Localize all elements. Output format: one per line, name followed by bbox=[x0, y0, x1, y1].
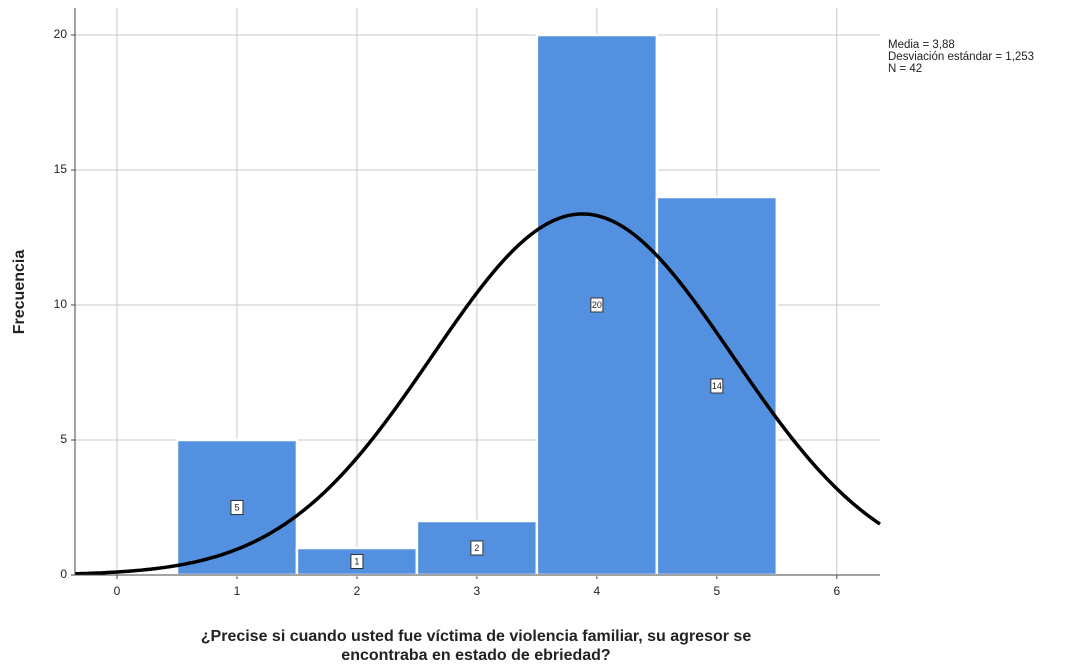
x-tick-label: 5 bbox=[713, 584, 720, 598]
data-label-box bbox=[590, 297, 604, 313]
x-tick-label: 4 bbox=[594, 584, 601, 598]
data-label: 2 bbox=[470, 540, 484, 556]
stat-mean: Media = 3,88 bbox=[888, 39, 955, 51]
data-label-text: 5 bbox=[234, 502, 239, 512]
normal-curve bbox=[74, 212, 881, 576]
data-label: 5 bbox=[230, 500, 244, 515]
data-label-text: 2 bbox=[474, 543, 479, 553]
y-tick-label: 15 bbox=[54, 162, 68, 176]
data-label: 14 bbox=[710, 378, 724, 394]
data-label-text: 1 bbox=[354, 556, 359, 566]
y-axis-label: Frecuencia bbox=[11, 250, 28, 335]
data-label-text: 20 bbox=[592, 300, 602, 310]
x-axis-label: ¿Precise si cuando usted fue víctima de … bbox=[201, 628, 752, 645]
bar bbox=[295, 546, 419, 577]
stat-sd: Desviación estándar = 1,253 bbox=[888, 51, 1034, 63]
data-label: 1 bbox=[350, 554, 364, 569]
y-tick-label: 0 bbox=[60, 567, 67, 581]
x-tick-label: 2 bbox=[354, 584, 361, 598]
x-tick-label: 0 bbox=[114, 584, 121, 598]
y-tick-label: 20 bbox=[54, 27, 68, 41]
x-tick-label: 1 bbox=[234, 584, 241, 598]
y-tick-label: 5 bbox=[60, 432, 67, 446]
data-label-text: 14 bbox=[712, 381, 722, 391]
stat-n: N = 42 bbox=[888, 63, 922, 75]
data-label-box bbox=[710, 378, 724, 394]
x-axis-label: encontraba en estado de ebriedad? bbox=[341, 647, 610, 664]
data-label-box bbox=[230, 500, 244, 515]
y-tick-label: 10 bbox=[54, 297, 68, 311]
data-label-box bbox=[470, 540, 484, 556]
data-label-box bbox=[350, 554, 364, 569]
data-label: 20 bbox=[590, 297, 604, 313]
x-tick-label: 3 bbox=[474, 584, 481, 598]
x-tick-label: 6 bbox=[833, 584, 840, 598]
